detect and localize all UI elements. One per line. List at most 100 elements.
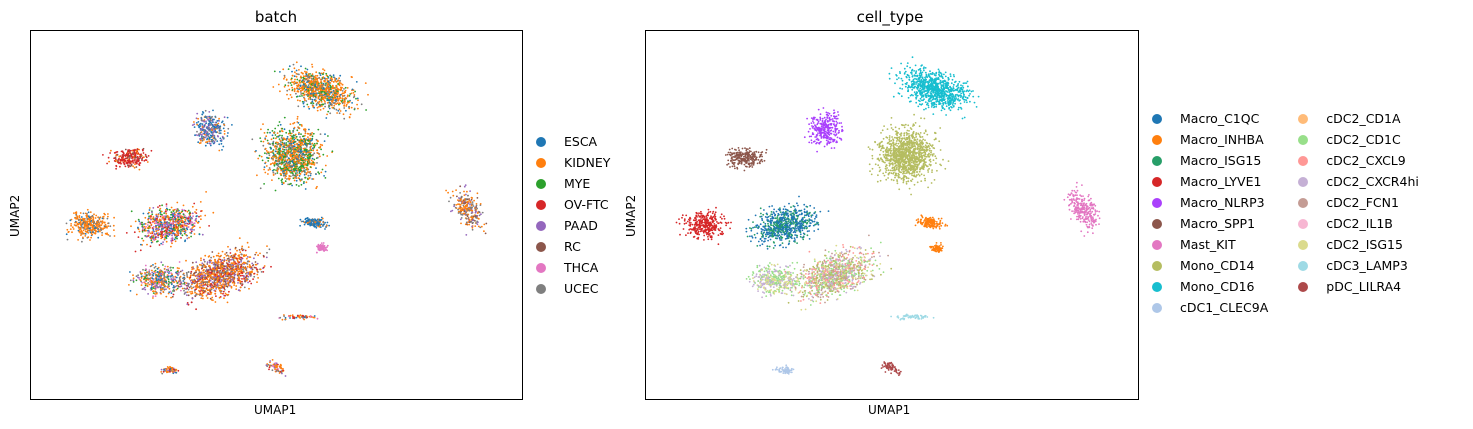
scatter-point	[137, 236, 140, 239]
scatter-point	[283, 85, 286, 88]
scatter-point	[217, 276, 220, 279]
scatter-point	[213, 136, 216, 139]
legend-label: ESCA	[564, 134, 598, 149]
scatter-point	[338, 84, 341, 87]
scatter-point	[246, 278, 249, 281]
scatter-point	[270, 156, 273, 159]
scatter-point	[311, 77, 313, 80]
scatter-point	[311, 157, 314, 160]
scatter-point	[176, 201, 179, 204]
scatter-point	[187, 271, 190, 273]
scatter-point	[292, 122, 294, 125]
scatter-point	[278, 153, 281, 155]
scatter-point	[217, 267, 220, 269]
scatter-point	[222, 292, 224, 295]
scatter-point	[204, 270, 207, 273]
scatter-point	[293, 80, 296, 83]
scatter-point	[264, 152, 266, 155]
scatter-point	[313, 146, 316, 149]
scatter-point	[293, 121, 296, 124]
scatter-point	[104, 226, 106, 229]
scatter-point	[272, 174, 275, 176]
scatter-point	[138, 168, 141, 171]
scatter-point	[163, 219, 166, 222]
scatter-point	[295, 81, 298, 84]
scatter-point	[215, 263, 218, 266]
scatter-point	[202, 287, 205, 290]
scatter-point	[318, 155, 321, 158]
scatter-point	[66, 238, 69, 241]
scatter-point	[287, 132, 290, 135]
scatter-point	[292, 164, 295, 167]
scatter-point	[307, 73, 310, 75]
scatter-point	[354, 90, 356, 93]
scatter-point	[134, 161, 137, 164]
scatter-point	[208, 255, 211, 257]
scatter-point	[84, 212, 87, 215]
scatter-point	[181, 287, 184, 290]
scatter-point	[220, 142, 223, 145]
scatter-point	[223, 116, 226, 119]
scatter-point	[286, 89, 289, 92]
scatter-point	[176, 231, 179, 234]
scatter-point	[303, 77, 306, 80]
legend-item-esca: ESCA	[536, 131, 610, 152]
scatter-point	[292, 162, 295, 165]
scatter-point	[242, 248, 245, 251]
scatter-point	[207, 133, 210, 136]
scatter-point	[214, 121, 217, 124]
scatter-point	[158, 244, 161, 246]
scatter-point	[85, 214, 88, 217]
legend-item-cdc2-fcn1: cDC2_FCN1	[1298, 192, 1419, 213]
scatter-point	[183, 216, 186, 219]
scatter-point	[210, 122, 213, 124]
scatter-point	[94, 231, 97, 233]
scatter-point	[337, 89, 339, 91]
scatter-point	[274, 134, 277, 136]
scatter-point	[208, 265, 211, 268]
scatter-point	[159, 215, 162, 218]
scatter-point	[222, 127, 225, 130]
scatter-point	[273, 168, 275, 171]
scatter-point	[209, 134, 212, 137]
scatter-point	[327, 89, 330, 92]
scatter-point	[267, 160, 270, 162]
scatter-point	[95, 214, 98, 217]
scatter-point	[310, 81, 312, 83]
scatter-point	[256, 270, 258, 272]
scatter-point	[206, 134, 209, 137]
scatter-point	[271, 162, 274, 165]
scatter-point	[185, 216, 188, 219]
scatter-point	[168, 287, 171, 290]
scatter-point	[303, 93, 306, 96]
scatter-point	[174, 233, 177, 236]
scatter-point	[174, 223, 177, 226]
scatter-point	[145, 156, 148, 159]
scatter-point	[315, 99, 317, 102]
scatter-point	[212, 109, 214, 112]
scatter-point	[151, 227, 154, 229]
scatter-point	[248, 256, 251, 258]
scatter-point	[258, 154, 261, 157]
scatter-point	[225, 251, 228, 254]
scatter-point	[220, 292, 223, 295]
scatter-point	[312, 161, 315, 164]
scatter-point	[86, 217, 89, 220]
legend-marker	[536, 199, 546, 210]
scatter-point	[211, 296, 214, 299]
scatter-point	[147, 218, 150, 221]
scatter-point	[198, 215, 200, 218]
scatter-point	[217, 260, 220, 263]
scatter-point	[317, 140, 319, 143]
scatter-point	[174, 217, 177, 220]
legend-label: cDC2_IL1B	[1326, 216, 1393, 231]
scatter-point	[296, 118, 299, 120]
scatter-point	[206, 263, 209, 265]
scatter-point	[299, 154, 302, 157]
scatter-point	[300, 146, 303, 149]
scatter-point	[298, 131, 300, 134]
scatter-point	[271, 179, 273, 182]
scatter-point	[287, 145, 289, 147]
scatter-point	[244, 280, 246, 283]
scatter-point	[309, 174, 312, 177]
